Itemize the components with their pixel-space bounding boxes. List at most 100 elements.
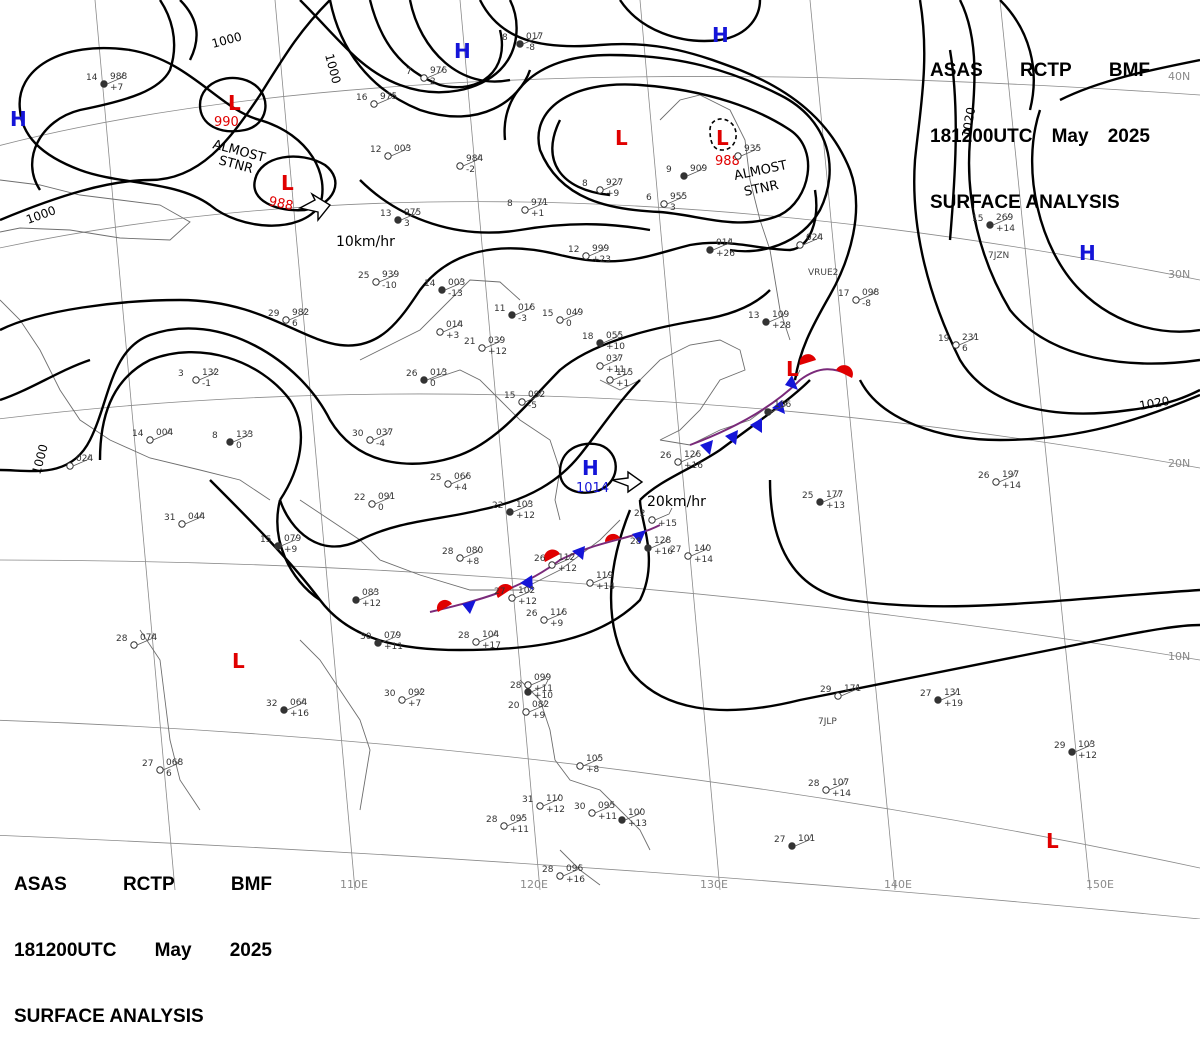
station-plot: 31 110+12 (522, 793, 565, 815)
station-pressure: 003 (394, 144, 411, 154)
wind-barb (712, 237, 731, 251)
station-circle (596, 186, 604, 194)
high-pressure-value: 1014 (576, 481, 609, 496)
station-pressure-tendency: +10 (534, 691, 553, 701)
wind-barb (602, 330, 621, 344)
station-temperature: 8 (582, 179, 588, 189)
station-pressure: 024 (806, 233, 823, 243)
station-pressure-tendency: +28 (772, 321, 791, 331)
station-pressure-tendency: +14 (694, 555, 713, 565)
station-plot: 984-2 (456, 153, 483, 175)
station-temperature: 6 (646, 193, 652, 203)
station-plot: 014+3 (436, 319, 463, 341)
station-pressure: 133 (236, 430, 253, 440)
station-pressure: 128 (654, 536, 671, 546)
station-pressure: 955 (670, 192, 687, 202)
station-plot: 14 004 (132, 427, 173, 444)
motion-labels: 10km/hr 20km/hr (336, 234, 706, 510)
station-circle (674, 458, 682, 466)
station-pressure-tendency: 3 (670, 203, 676, 213)
station-circle (706, 246, 714, 254)
motion-arrows (298, 192, 644, 494)
station-pressure: 140 (694, 544, 711, 554)
valid-year: 2025 (1107, 126, 1150, 147)
station-temperature: 8 (212, 431, 218, 441)
station-pressure-tendency: +7 (408, 699, 421, 709)
station-plot: 21 039+12 (464, 335, 507, 357)
station-pressure-tendency: +11 (598, 812, 617, 822)
station-pressure-tendency: +9 (606, 189, 620, 199)
station-pressure-tendency: +16 (290, 709, 309, 719)
station-temperature: 15 (504, 391, 515, 401)
station-pressure-tendency: +14 (596, 582, 615, 592)
station-temperature: 8 (507, 199, 513, 209)
station-pressure: 079 (384, 631, 401, 641)
station-pressure-tendency: +14 (996, 224, 1015, 234)
station-circle (100, 80, 108, 88)
station-pressure-tendency: -8 (862, 299, 871, 309)
station-pressure: 064 (290, 698, 307, 708)
station-pressure-tendency: +15 (658, 519, 677, 529)
station-temperature: 27 (142, 759, 153, 769)
station-plot: 22 103+12 (492, 499, 535, 521)
station-pressure: 177 (826, 490, 843, 500)
station-pressure: 102 (518, 586, 535, 596)
station-pressure: 037 (376, 428, 393, 438)
wind-barb (462, 545, 481, 559)
station-pressure: 013 (430, 368, 447, 378)
wind-barb (624, 807, 643, 821)
station-circle (280, 706, 288, 714)
station-pressure-tendency: +16 (566, 875, 585, 885)
wind-barb (404, 687, 423, 701)
station-pressure-tendency: -8 (526, 43, 535, 53)
wind-barb (840, 683, 859, 697)
wind-barb (562, 863, 581, 877)
station-circle (788, 842, 796, 850)
station-circle (606, 376, 614, 384)
valid-month: May (1051, 126, 1089, 147)
station-pressure: 101 (798, 834, 815, 844)
station-pressure: 115 (616, 368, 633, 378)
station-plot: 935 (734, 143, 761, 160)
station-pressure: 068 (166, 758, 183, 768)
wind-barb (858, 287, 877, 301)
station-temperature: 19 (938, 334, 950, 344)
wind-barb (690, 543, 709, 557)
station-temperature: 26 (660, 451, 672, 461)
wind-barb (442, 319, 461, 333)
station-temperature: 22 (634, 509, 645, 519)
station-circle (852, 296, 860, 304)
station-pressure-tendency: +1 (616, 379, 629, 389)
station-pressure: 095 (598, 801, 615, 811)
station-circle (368, 500, 376, 508)
station-temperature: 26 (978, 471, 990, 481)
valid-month: May (154, 940, 192, 961)
station-pressure: 935 (744, 144, 761, 154)
station-pressure-tendency: 6 (166, 769, 172, 779)
agency-code: ASAS (14, 874, 67, 895)
station-pressure-tendency: 3 (404, 219, 410, 229)
valid-year: 2025 (229, 940, 272, 961)
station-pressure: 119 (596, 571, 613, 581)
wind-barb (374, 491, 393, 505)
station-plot: 30 037-4 (352, 427, 393, 449)
station-plot: 28 080+8 (442, 545, 483, 567)
service-code: BMF (230, 874, 272, 895)
station-circle (274, 542, 282, 550)
wind-barb (940, 687, 959, 701)
station-circle (506, 508, 514, 516)
station-circle (456, 554, 464, 562)
wind-barb (198, 367, 217, 381)
station-pressure: 100 (628, 808, 645, 818)
station-plot: 105+8 (576, 753, 603, 775)
station-pressure: 110 (546, 794, 563, 804)
station-plot: 3 132-1 (178, 367, 219, 389)
station-temperature: 29 (820, 685, 832, 695)
wind-barb (280, 533, 299, 547)
wind-barb (378, 269, 397, 283)
station-plot: 14 003-13 (424, 277, 465, 299)
station-pressure-tendency: +9 (550, 619, 564, 629)
